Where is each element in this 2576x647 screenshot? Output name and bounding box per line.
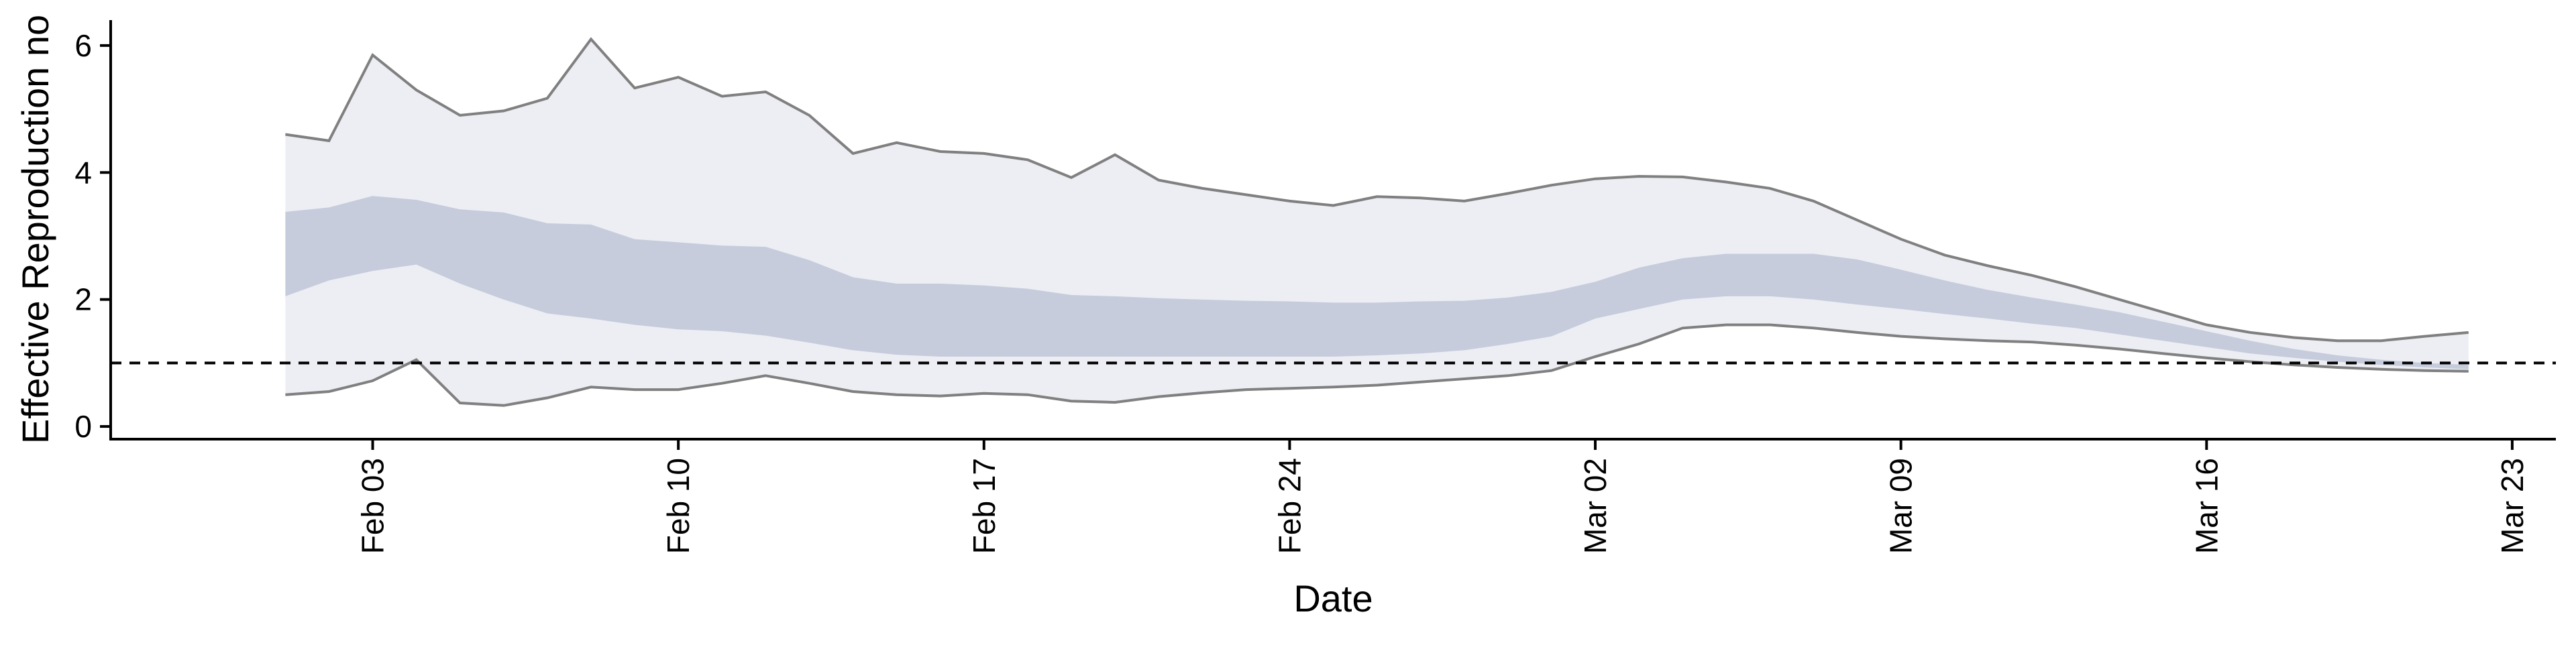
x-tick-label: Mar 16 bbox=[2189, 458, 2224, 554]
lower-bound-line bbox=[285, 323, 2469, 407]
x-tick-label: Feb 10 bbox=[661, 458, 696, 554]
y-axis-title: Effective Reproduction no bbox=[14, 15, 56, 444]
x-tick-label: Mar 09 bbox=[1884, 458, 1919, 554]
x-tick-label: Feb 24 bbox=[1272, 458, 1307, 554]
x-tick-label: Feb 03 bbox=[356, 458, 390, 554]
y-tick-label: 2 bbox=[74, 282, 92, 317]
x-axis-title: Date bbox=[1293, 577, 1373, 620]
x-tick-label: Mar 02 bbox=[1578, 458, 1613, 554]
y-tick-label: 6 bbox=[74, 28, 92, 63]
x-tick-label: Mar 23 bbox=[2495, 458, 2530, 554]
y-tick-label: 4 bbox=[74, 155, 92, 190]
x-tick-label: Feb 17 bbox=[967, 458, 1002, 554]
y-tick-label: 0 bbox=[74, 409, 92, 444]
upper-bound-line bbox=[285, 37, 2469, 343]
inner-interval-band bbox=[285, 196, 2469, 369]
